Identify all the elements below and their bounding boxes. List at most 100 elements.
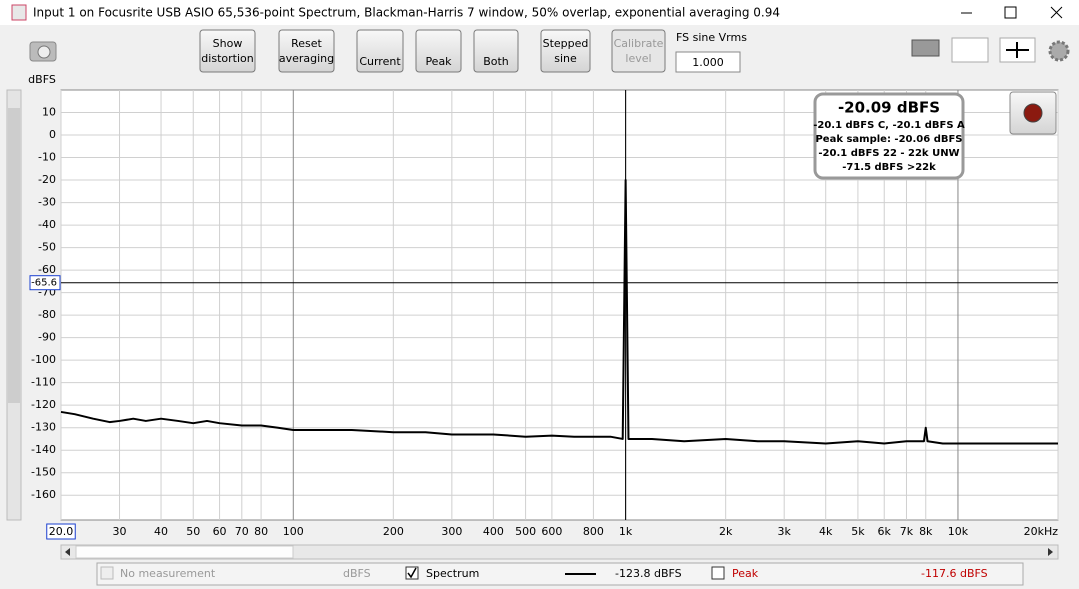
legend-reading: dBFS xyxy=(343,567,371,580)
info-line: -20.1 dBFS C, -20.1 dBFS A xyxy=(813,120,965,131)
button-label[interactable]: Show xyxy=(213,37,243,50)
button-label[interactable]: Peak xyxy=(425,55,452,68)
button-label[interactable]: level xyxy=(625,52,651,65)
record-button[interactable] xyxy=(1009,91,1057,135)
button-face[interactable] xyxy=(611,29,666,73)
x-tick-label: 30 xyxy=(113,525,127,538)
legend-name: No measurement xyxy=(120,567,216,580)
maximize-button[interactable] xyxy=(1004,6,1017,19)
y-tick-label: 10 xyxy=(42,106,56,119)
x-tick-label: 4k xyxy=(819,525,833,538)
x-tick-label: 800 xyxy=(583,525,604,538)
info-headline: -20.09 dBFS xyxy=(838,99,940,117)
legend-reading: -123.8 dBFS xyxy=(615,567,682,580)
button-face[interactable] xyxy=(540,29,591,73)
y-tick-label: -120 xyxy=(31,398,56,411)
button-label[interactable]: distortion xyxy=(201,52,253,65)
y-tick-label: -100 xyxy=(31,353,56,366)
y-tick-label: -10 xyxy=(38,151,56,164)
y-tick-label: -110 xyxy=(31,376,56,389)
x-tick-label: 40 xyxy=(154,525,168,538)
button-face[interactable] xyxy=(415,29,462,73)
x-tick-label: 5k xyxy=(851,525,865,538)
toolbar-button[interactable]: Stepped sine xyxy=(540,29,591,73)
x-tick-label: 600 xyxy=(541,525,562,538)
toolbar-button[interactable]: Both xyxy=(473,29,519,73)
x-tick-label: 70 xyxy=(235,525,249,538)
x-tick-label: 500 xyxy=(515,525,536,538)
info-line: -71.5 dBFS >22k xyxy=(842,162,936,173)
x-tick-label: 20kHz xyxy=(1024,525,1059,538)
x-tick-label: 60 xyxy=(213,525,227,538)
cursor-label-box xyxy=(29,275,61,291)
button-label[interactable]: Reset xyxy=(291,37,322,50)
spectrum-line xyxy=(60,179,1058,445)
x-tick-label: 8k xyxy=(919,525,933,538)
button-label[interactable]: Current xyxy=(359,55,401,68)
checkmark xyxy=(407,567,417,579)
x-start-box xyxy=(46,523,76,540)
info-line: Peak sample: -20.06 dBFS xyxy=(815,134,962,145)
y-tick-label: -30 xyxy=(38,196,56,209)
toolbar-button[interactable]: Show distortion xyxy=(199,29,256,73)
y-tick-label: -40 xyxy=(38,218,56,231)
y-tick-label: 0 xyxy=(49,128,56,141)
x-tick-label: 10k xyxy=(948,525,969,538)
toolbar-button[interactable]: Calibrate level xyxy=(611,29,666,73)
y-tick-label: -80 xyxy=(38,308,56,321)
button-label[interactable]: sine xyxy=(554,52,577,65)
x-tick-label: 300 xyxy=(441,525,462,538)
close-button[interactable] xyxy=(1050,6,1063,19)
scroll-thumb[interactable] xyxy=(75,545,294,559)
toolbar-button[interactable]: Current xyxy=(356,29,404,73)
x-tick-label: 100 xyxy=(283,525,304,538)
y-tick-label: -50 xyxy=(38,241,56,254)
fs-value[interactable]: 1.000 xyxy=(692,56,724,69)
legend-bar xyxy=(96,562,1024,586)
y-axis-label: dBFS xyxy=(28,73,56,86)
y-tick-label: -130 xyxy=(31,421,56,434)
toolbar-button[interactable]: Peak xyxy=(415,29,462,73)
info-line: -20.1 dBFS 22 - 22k UNW xyxy=(818,148,959,159)
fs-label: FS sine Vrms xyxy=(676,31,747,44)
y-tick-label: -140 xyxy=(31,443,56,456)
x-tick-label: 3k xyxy=(778,525,792,538)
toolbar-button[interactable]: Reset averaging xyxy=(278,29,335,73)
y-tick-label: -150 xyxy=(31,466,56,479)
button-face[interactable] xyxy=(278,29,335,73)
y-tick-label: -160 xyxy=(31,488,56,501)
button-label[interactable]: averaging xyxy=(279,52,334,65)
button-face[interactable] xyxy=(356,29,404,73)
scrollbar[interactable] xyxy=(60,544,1059,560)
x-tick-label: 6k xyxy=(878,525,892,538)
checkbox[interactable] xyxy=(711,566,725,580)
button-label[interactable]: Stepped xyxy=(543,37,589,50)
x-tick-label: 1k xyxy=(619,525,633,538)
legend-reading: -117.6 dBFS xyxy=(921,567,988,580)
slider-thumb[interactable] xyxy=(8,108,20,403)
window-title: Input 1 on Focusrite USB ASIO 65,536-poi… xyxy=(33,6,780,20)
x-tick-label: 80 xyxy=(254,525,268,538)
button-label[interactable]: Both xyxy=(483,55,509,68)
x-tick-label: 2k xyxy=(719,525,733,538)
app-icon xyxy=(11,4,27,21)
fs-input[interactable] xyxy=(675,51,741,73)
title-bar xyxy=(0,0,1079,25)
view-icons[interactable] xyxy=(911,37,1070,63)
legend-name: Spectrum xyxy=(426,567,479,580)
y-tick-label: -90 xyxy=(38,331,56,344)
screenshot-button[interactable] xyxy=(29,41,57,62)
button-face[interactable] xyxy=(473,29,519,73)
legend-name: Peak xyxy=(732,567,759,580)
cursor-label: -65.6 xyxy=(31,278,57,289)
x-tick-label: 7k xyxy=(900,525,914,538)
x-tick-label: 20.0 xyxy=(49,525,74,538)
info-box xyxy=(813,92,965,180)
y-tick-label: -20 xyxy=(38,173,56,186)
x-tick-label: 200 xyxy=(383,525,404,538)
x-tick-label: 400 xyxy=(483,525,504,538)
button-label[interactable]: Calibrate xyxy=(614,37,664,50)
x-tick-label: 50 xyxy=(186,525,200,538)
button-face[interactable] xyxy=(199,29,256,73)
